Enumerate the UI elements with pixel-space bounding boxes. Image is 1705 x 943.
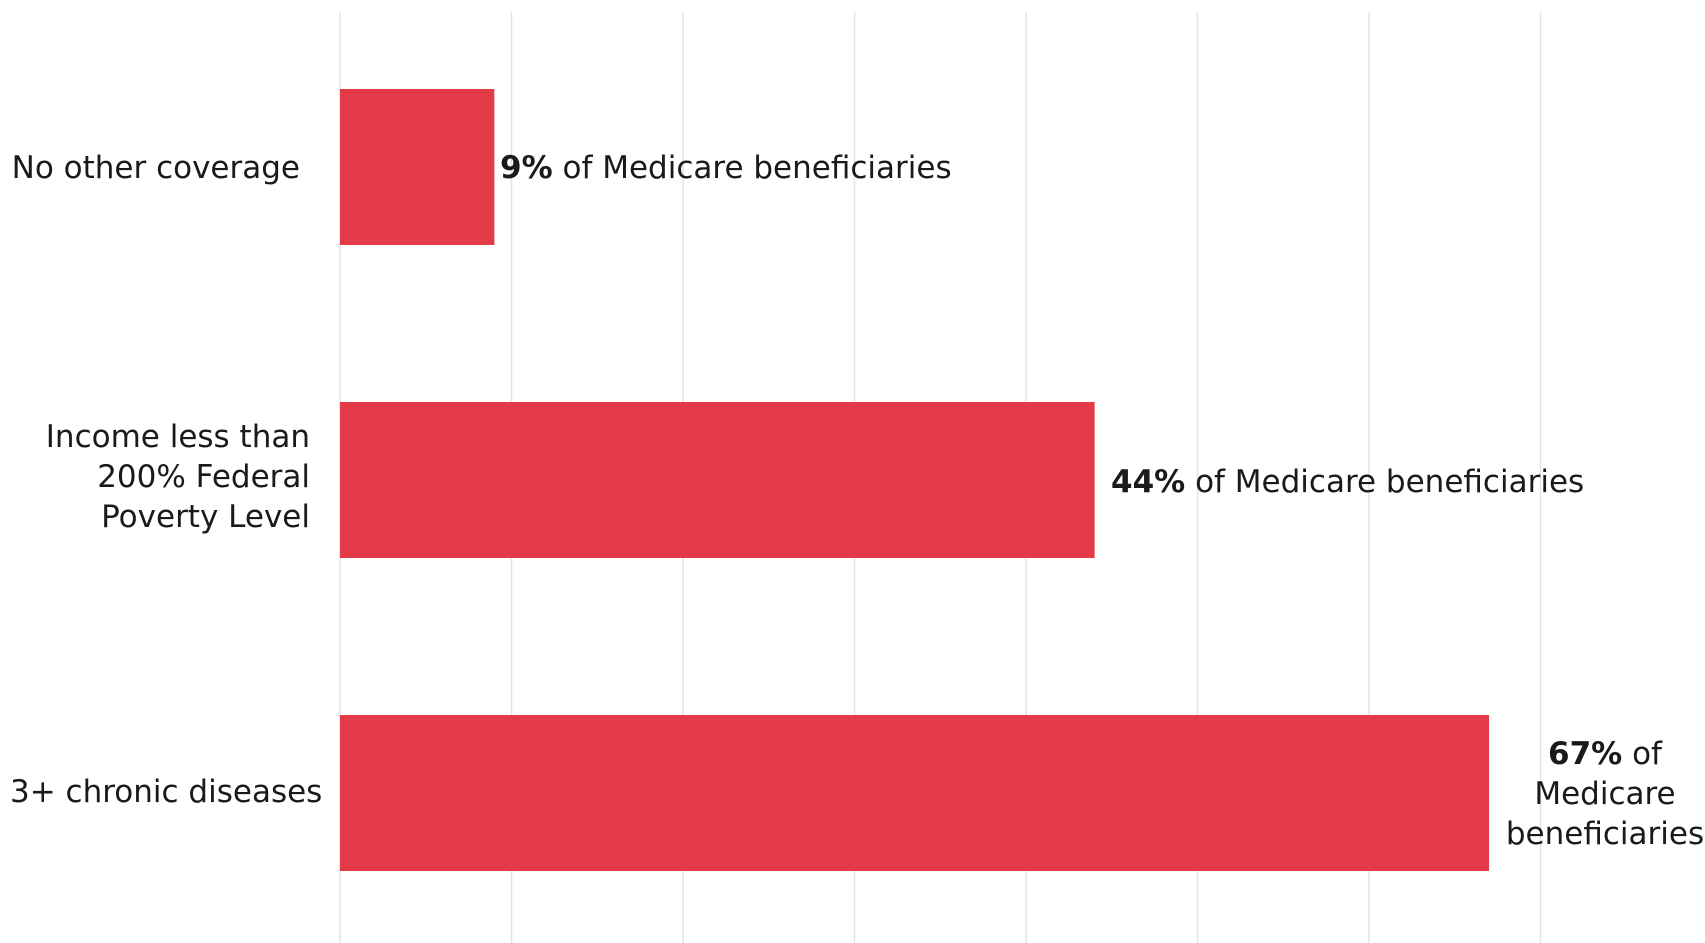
category-label-chronic-diseases: 3+ chronic diseases	[10, 774, 323, 810]
bar-2	[340, 715, 1490, 871]
bar-1	[340, 402, 1095, 558]
category-label-no-other-coverage: No other coverage	[11, 150, 300, 186]
value-label-no-other-coverage: 9% of Medicare beneficiaries	[500, 148, 952, 188]
value-suffix: of Medicare beneficiaries	[1505, 736, 1705, 852]
value-number: 44%	[1111, 464, 1186, 500]
value-number: 9%	[500, 150, 553, 186]
bar-0	[340, 89, 495, 245]
value-label-income: 44% of Medicare beneficiaries	[1111, 462, 1584, 502]
value-number: 67%	[1548, 736, 1623, 772]
value-label-chronic-diseases: 67% of Medicare beneficiaries	[1505, 734, 1705, 854]
value-suffix: of Medicare beneficiaries	[562, 150, 952, 186]
category-label-income: Income less than 200% Federal Poverty Le…	[45, 419, 310, 535]
value-suffix: of Medicare beneficiaries	[1195, 464, 1585, 500]
